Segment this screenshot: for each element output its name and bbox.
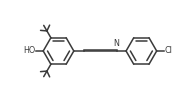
Text: HO: HO xyxy=(23,47,36,55)
Text: N: N xyxy=(113,39,119,48)
Text: Cl: Cl xyxy=(164,47,172,55)
